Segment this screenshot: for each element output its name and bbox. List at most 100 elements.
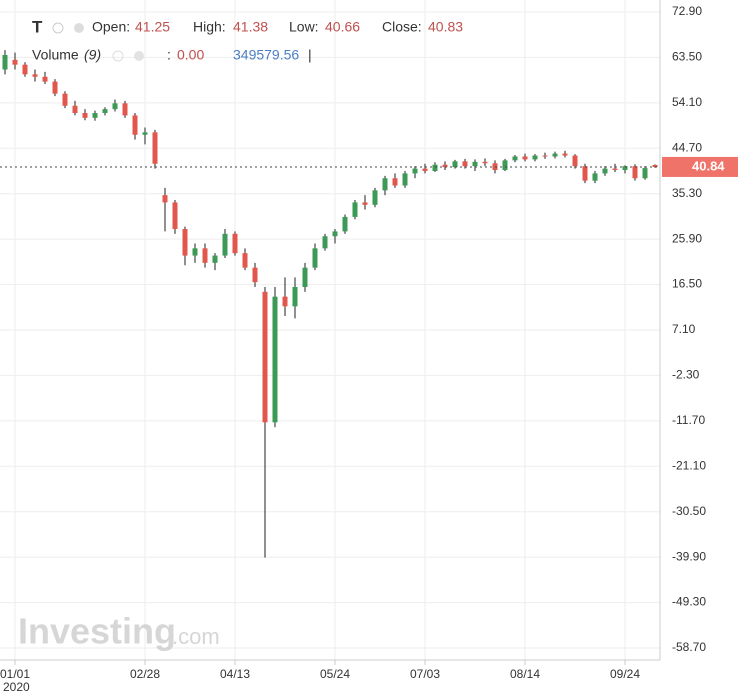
x-tick-label: 01/01 xyxy=(0,667,30,681)
symbol: T xyxy=(32,17,43,36)
settings-icon[interactable] xyxy=(74,23,84,33)
candle-body xyxy=(242,253,248,268)
volume-value: 349579.56 xyxy=(233,47,299,63)
candle-body xyxy=(432,164,438,171)
candle-body xyxy=(382,178,388,191)
last-price-box xyxy=(662,156,738,177)
y-tick-label: 54.10 xyxy=(672,95,702,109)
candle-body xyxy=(462,161,468,167)
candle-body xyxy=(612,168,618,171)
candle-body xyxy=(272,296,278,423)
candle-body xyxy=(252,267,258,283)
candle-body xyxy=(22,64,28,75)
candle-body xyxy=(422,168,428,171)
candle-body xyxy=(602,168,608,174)
candle-body xyxy=(202,248,208,263)
settings-icon[interactable] xyxy=(134,51,144,61)
y-tick-label: 72.90 xyxy=(672,4,702,18)
y-tick-label: -30.50 xyxy=(672,504,706,518)
candle-body xyxy=(362,202,368,205)
candle-body xyxy=(212,255,218,263)
candle-body xyxy=(62,93,68,106)
watermark-suffix: .com xyxy=(172,624,220,649)
candle-body xyxy=(292,286,298,307)
x-tick-label: 09/24 xyxy=(610,667,640,681)
last-price-label: 40.84 xyxy=(692,158,725,173)
y-tick-label: 63.50 xyxy=(672,50,702,64)
candle-body xyxy=(122,103,128,116)
candle-body xyxy=(102,109,108,114)
candle-body xyxy=(452,161,458,168)
candle-body xyxy=(72,105,78,114)
x-tick-label: 02/28 xyxy=(130,667,160,681)
candle-body xyxy=(562,153,568,156)
candle-body xyxy=(302,267,308,287)
candle-body xyxy=(152,132,158,164)
candle-body xyxy=(512,156,518,161)
eye-icon[interactable] xyxy=(52,22,64,34)
candle-body xyxy=(142,132,148,135)
low-label: Low: xyxy=(289,19,319,35)
watermark: Investing xyxy=(18,611,176,652)
candle-body xyxy=(442,164,448,168)
candle-body xyxy=(32,74,38,77)
candle-body xyxy=(262,291,268,423)
candle-body xyxy=(352,202,358,217)
open-value: 41.25 xyxy=(135,19,170,35)
candle-body xyxy=(192,248,198,256)
y-tick-label: -49.30 xyxy=(672,595,706,609)
eye-icon[interactable] xyxy=(112,50,124,62)
y-tick-label: 35.30 xyxy=(672,186,702,200)
candle-body xyxy=(652,164,658,167)
y-tick-label: -21.10 xyxy=(672,458,706,472)
candle-body xyxy=(542,155,548,157)
candle-body xyxy=(282,296,288,307)
high-value: 41.38 xyxy=(233,19,268,35)
candle-body xyxy=(402,173,408,186)
y-tick-label: 16.50 xyxy=(672,277,702,291)
candle-body xyxy=(552,153,558,157)
candle-body xyxy=(632,166,638,179)
low-value: 40.66 xyxy=(325,19,360,35)
close-label: Close: xyxy=(382,19,422,35)
y-tick-label: -11.70 xyxy=(672,413,705,427)
volume-ma: 0.00 xyxy=(177,47,204,63)
volume-end: | xyxy=(308,47,312,63)
y-tick-label: 7.10 xyxy=(672,322,696,336)
candle-body xyxy=(172,202,178,229)
candle-body xyxy=(592,173,598,181)
candle-body xyxy=(12,59,18,65)
x-tick-label: 08/14 xyxy=(510,667,540,681)
candle-body xyxy=(412,168,418,174)
candle-body xyxy=(132,115,138,135)
y-tick-label: 44.70 xyxy=(672,140,702,154)
candle-body xyxy=(52,81,58,94)
volume-period: (9) xyxy=(84,47,101,63)
y-tick-label: -58.70 xyxy=(672,640,706,654)
x-tick-label: 04/13 xyxy=(220,667,250,681)
candle-body xyxy=(312,248,318,268)
candle-body xyxy=(222,233,228,256)
volume-sep: : xyxy=(167,47,171,63)
candle-body xyxy=(162,195,168,203)
candle-body xyxy=(572,155,578,167)
candle-body xyxy=(582,166,588,181)
candle-body xyxy=(92,113,98,118)
candle-body xyxy=(232,233,238,254)
x-tick-label: 05/24 xyxy=(320,667,350,681)
candle-body xyxy=(332,231,338,237)
candle-body xyxy=(502,160,508,171)
x-tick-label: 07/03 xyxy=(410,667,440,681)
open-label: Open: xyxy=(92,19,130,35)
candle-body xyxy=(642,168,648,179)
candle-body xyxy=(472,161,478,167)
candle-body xyxy=(322,236,328,249)
candle-body xyxy=(522,156,528,160)
candle-body xyxy=(82,113,88,118)
y-tick-label: -2.30 xyxy=(672,368,700,382)
year-label: 2020 xyxy=(3,680,30,694)
y-tick-label: -39.90 xyxy=(672,549,706,563)
candle-body xyxy=(342,216,348,232)
